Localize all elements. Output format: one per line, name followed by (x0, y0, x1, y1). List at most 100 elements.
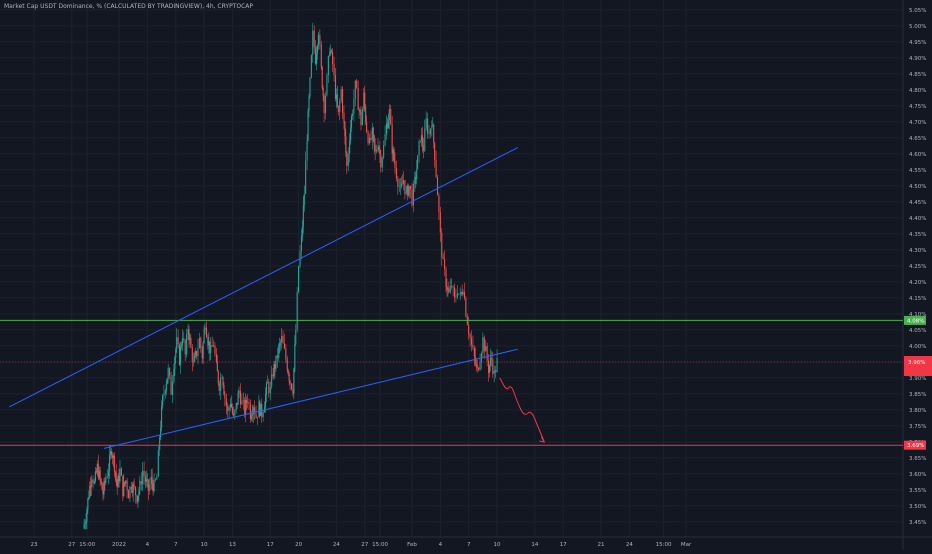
candle-body-109 (205, 327, 208, 338)
candle-body-201 (315, 47, 317, 64)
candle-body-257 (380, 153, 382, 168)
candle-body-304 (436, 176, 439, 196)
candle-body-37 (120, 468, 122, 476)
candle-body-276 (402, 180, 405, 184)
candle-body-322 (460, 292, 462, 294)
candle-body-73 (163, 393, 165, 396)
candle-body-212 (327, 55, 329, 76)
candle-body-296 (427, 118, 429, 134)
candle-body-229 (347, 153, 349, 166)
candle-body-169 (276, 355, 278, 359)
candle-body-202 (316, 53, 318, 64)
y-tick-label-30: 3.55% (909, 488, 926, 494)
candle-body-309 (444, 259, 446, 269)
candle-body-293 (422, 145, 424, 152)
candle-body-62 (150, 476, 152, 485)
candle-body-244 (365, 106, 367, 122)
candle-body-18 (101, 482, 103, 490)
candle-body-317 (453, 287, 456, 298)
candle-body-15 (98, 470, 100, 478)
candle-body-319 (456, 293, 458, 297)
candle-body-100 (195, 351, 197, 356)
candle-body-162 (268, 382, 270, 393)
y-tick-label-25: 3.80% (909, 408, 926, 414)
candle-body-176 (285, 348, 287, 360)
candle-body-302 (434, 142, 436, 160)
candle-body-308 (442, 257, 444, 260)
candle-body-251 (373, 135, 375, 146)
candle-body-131 (231, 407, 233, 414)
candle-body-186 (296, 292, 298, 330)
candle-body-346 (490, 358, 492, 360)
candle-body-168 (275, 355, 277, 369)
candle-body-154 (259, 401, 261, 416)
candle-body-294 (424, 128, 426, 152)
candle-body-3 (86, 509, 88, 522)
candle-body-300 (432, 124, 434, 126)
candle-body-183 (293, 368, 295, 394)
candle-body-134 (235, 403, 237, 410)
candle-body-267 (392, 149, 394, 154)
candle-body-342 (486, 346, 488, 361)
candle-body-50 (136, 495, 138, 503)
y-tick-label-19: 4.10% (909, 312, 926, 318)
candle-body-70 (160, 427, 162, 438)
y-tick-label-28: 3.65% (909, 456, 926, 462)
candle-body-198 (310, 55, 312, 78)
x-tick-label-17: 14 (531, 542, 538, 548)
x-tick-label-15: 7 (467, 542, 471, 548)
x-tick-label-20: 24 (626, 542, 633, 548)
candle-body-277 (404, 180, 406, 194)
y-tick-label-5: 4.80% (909, 88, 926, 94)
candle-body-145 (248, 401, 250, 404)
candle-body-287 (416, 168, 418, 179)
candle-body-286 (415, 176, 417, 179)
candle-body-94 (188, 329, 190, 340)
x-tick-label-11: 27 (361, 542, 368, 548)
x-tick-label-10: 24 (333, 542, 340, 548)
candle-body-90 (183, 338, 185, 341)
y-tick-label-10: 4.55% (909, 168, 926, 174)
lower-trendline (103, 348, 518, 449)
y-tick-label-26: 3.75% (909, 424, 926, 430)
candle-body-151 (255, 413, 257, 418)
candle-body-223 (340, 88, 342, 102)
candle-body-228 (346, 152, 348, 166)
candle-body-2 (85, 521, 87, 524)
candle-body-239 (359, 109, 361, 112)
candle-body-323 (461, 292, 463, 295)
x-tick-label-19: 21 (598, 542, 605, 548)
x-tick-label-6: 10 (201, 542, 208, 548)
candle-body-121 (220, 377, 222, 391)
candle-body-157 (262, 412, 264, 418)
y-tick-label-17: 4.20% (909, 280, 926, 286)
candle-body-14 (97, 463, 99, 478)
candle-body-250 (372, 127, 374, 136)
candle-body-284 (412, 183, 414, 206)
candle-body-4 (87, 498, 89, 510)
candle-body-265 (390, 108, 392, 125)
x-tick-label-9: 20 (295, 542, 302, 548)
candle-body-270 (395, 167, 397, 179)
candle-body-36 (119, 468, 121, 482)
candle-body-271 (397, 178, 399, 187)
candle-body-310 (445, 268, 447, 288)
candle-body-237 (357, 87, 359, 110)
candle-body-254 (377, 146, 379, 150)
candle-body-111 (208, 341, 210, 346)
candle-body-12 (95, 471, 97, 473)
candle-body-117 (215, 353, 217, 362)
candle-body-51 (137, 496, 139, 503)
x-tick-label-3: 2022 (112, 542, 126, 548)
x-tick-label-22: Mar (681, 542, 692, 548)
candle-body-101 (195, 351, 198, 357)
candle-body-314 (449, 286, 451, 293)
candle-body-122 (221, 377, 223, 379)
candle-body-146 (249, 403, 251, 420)
candle-body-22 (105, 477, 107, 483)
candle-body-200 (313, 30, 315, 48)
candle-body-344 (488, 365, 491, 373)
